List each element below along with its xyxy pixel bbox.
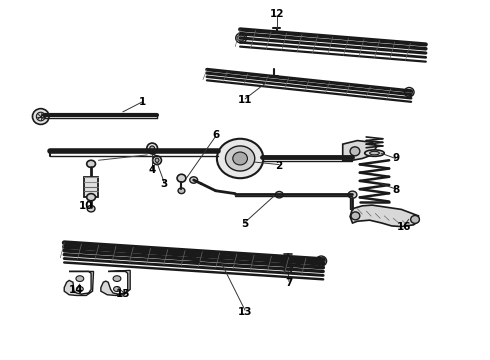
Text: 5: 5 [242, 219, 248, 229]
Ellipse shape [114, 287, 121, 292]
Polygon shape [350, 205, 418, 226]
Ellipse shape [36, 112, 45, 121]
Ellipse shape [411, 216, 419, 224]
Ellipse shape [237, 35, 245, 41]
Bar [84, 177, 98, 197]
Polygon shape [343, 140, 377, 160]
Ellipse shape [190, 177, 197, 183]
Ellipse shape [369, 151, 379, 155]
Ellipse shape [316, 256, 327, 266]
Ellipse shape [350, 147, 360, 156]
Ellipse shape [87, 194, 96, 201]
Text: 1: 1 [139, 97, 146, 107]
Text: 12: 12 [270, 9, 284, 19]
Ellipse shape [348, 191, 357, 198]
Ellipse shape [113, 276, 121, 282]
Text: 13: 13 [238, 307, 252, 317]
Ellipse shape [284, 266, 292, 273]
Ellipse shape [76, 276, 84, 282]
Text: 11: 11 [238, 95, 252, 105]
Text: 16: 16 [396, 222, 411, 232]
Ellipse shape [155, 158, 159, 162]
Ellipse shape [233, 152, 247, 165]
Ellipse shape [217, 139, 263, 178]
Ellipse shape [76, 287, 83, 292]
Text: 3: 3 [161, 179, 168, 189]
Text: 14: 14 [69, 285, 84, 296]
Ellipse shape [153, 156, 161, 165]
Ellipse shape [225, 146, 255, 171]
Ellipse shape [236, 33, 246, 43]
Ellipse shape [150, 146, 155, 151]
Ellipse shape [177, 174, 186, 182]
Text: 10: 10 [79, 201, 94, 211]
Polygon shape [64, 271, 94, 296]
Ellipse shape [404, 87, 414, 97]
Ellipse shape [178, 188, 185, 194]
Ellipse shape [351, 212, 360, 220]
Ellipse shape [147, 143, 158, 154]
Ellipse shape [275, 192, 283, 198]
Ellipse shape [365, 150, 384, 156]
Ellipse shape [87, 206, 95, 212]
Ellipse shape [32, 109, 49, 125]
Ellipse shape [406, 90, 413, 95]
Text: 8: 8 [393, 185, 400, 195]
Ellipse shape [318, 258, 325, 264]
Polygon shape [101, 270, 130, 296]
Text: 6: 6 [212, 130, 220, 140]
Text: 4: 4 [148, 165, 156, 175]
Text: 2: 2 [275, 161, 283, 171]
Ellipse shape [87, 160, 96, 167]
Text: 15: 15 [116, 289, 130, 299]
Text: 9: 9 [393, 153, 400, 163]
Text: 7: 7 [285, 278, 293, 288]
